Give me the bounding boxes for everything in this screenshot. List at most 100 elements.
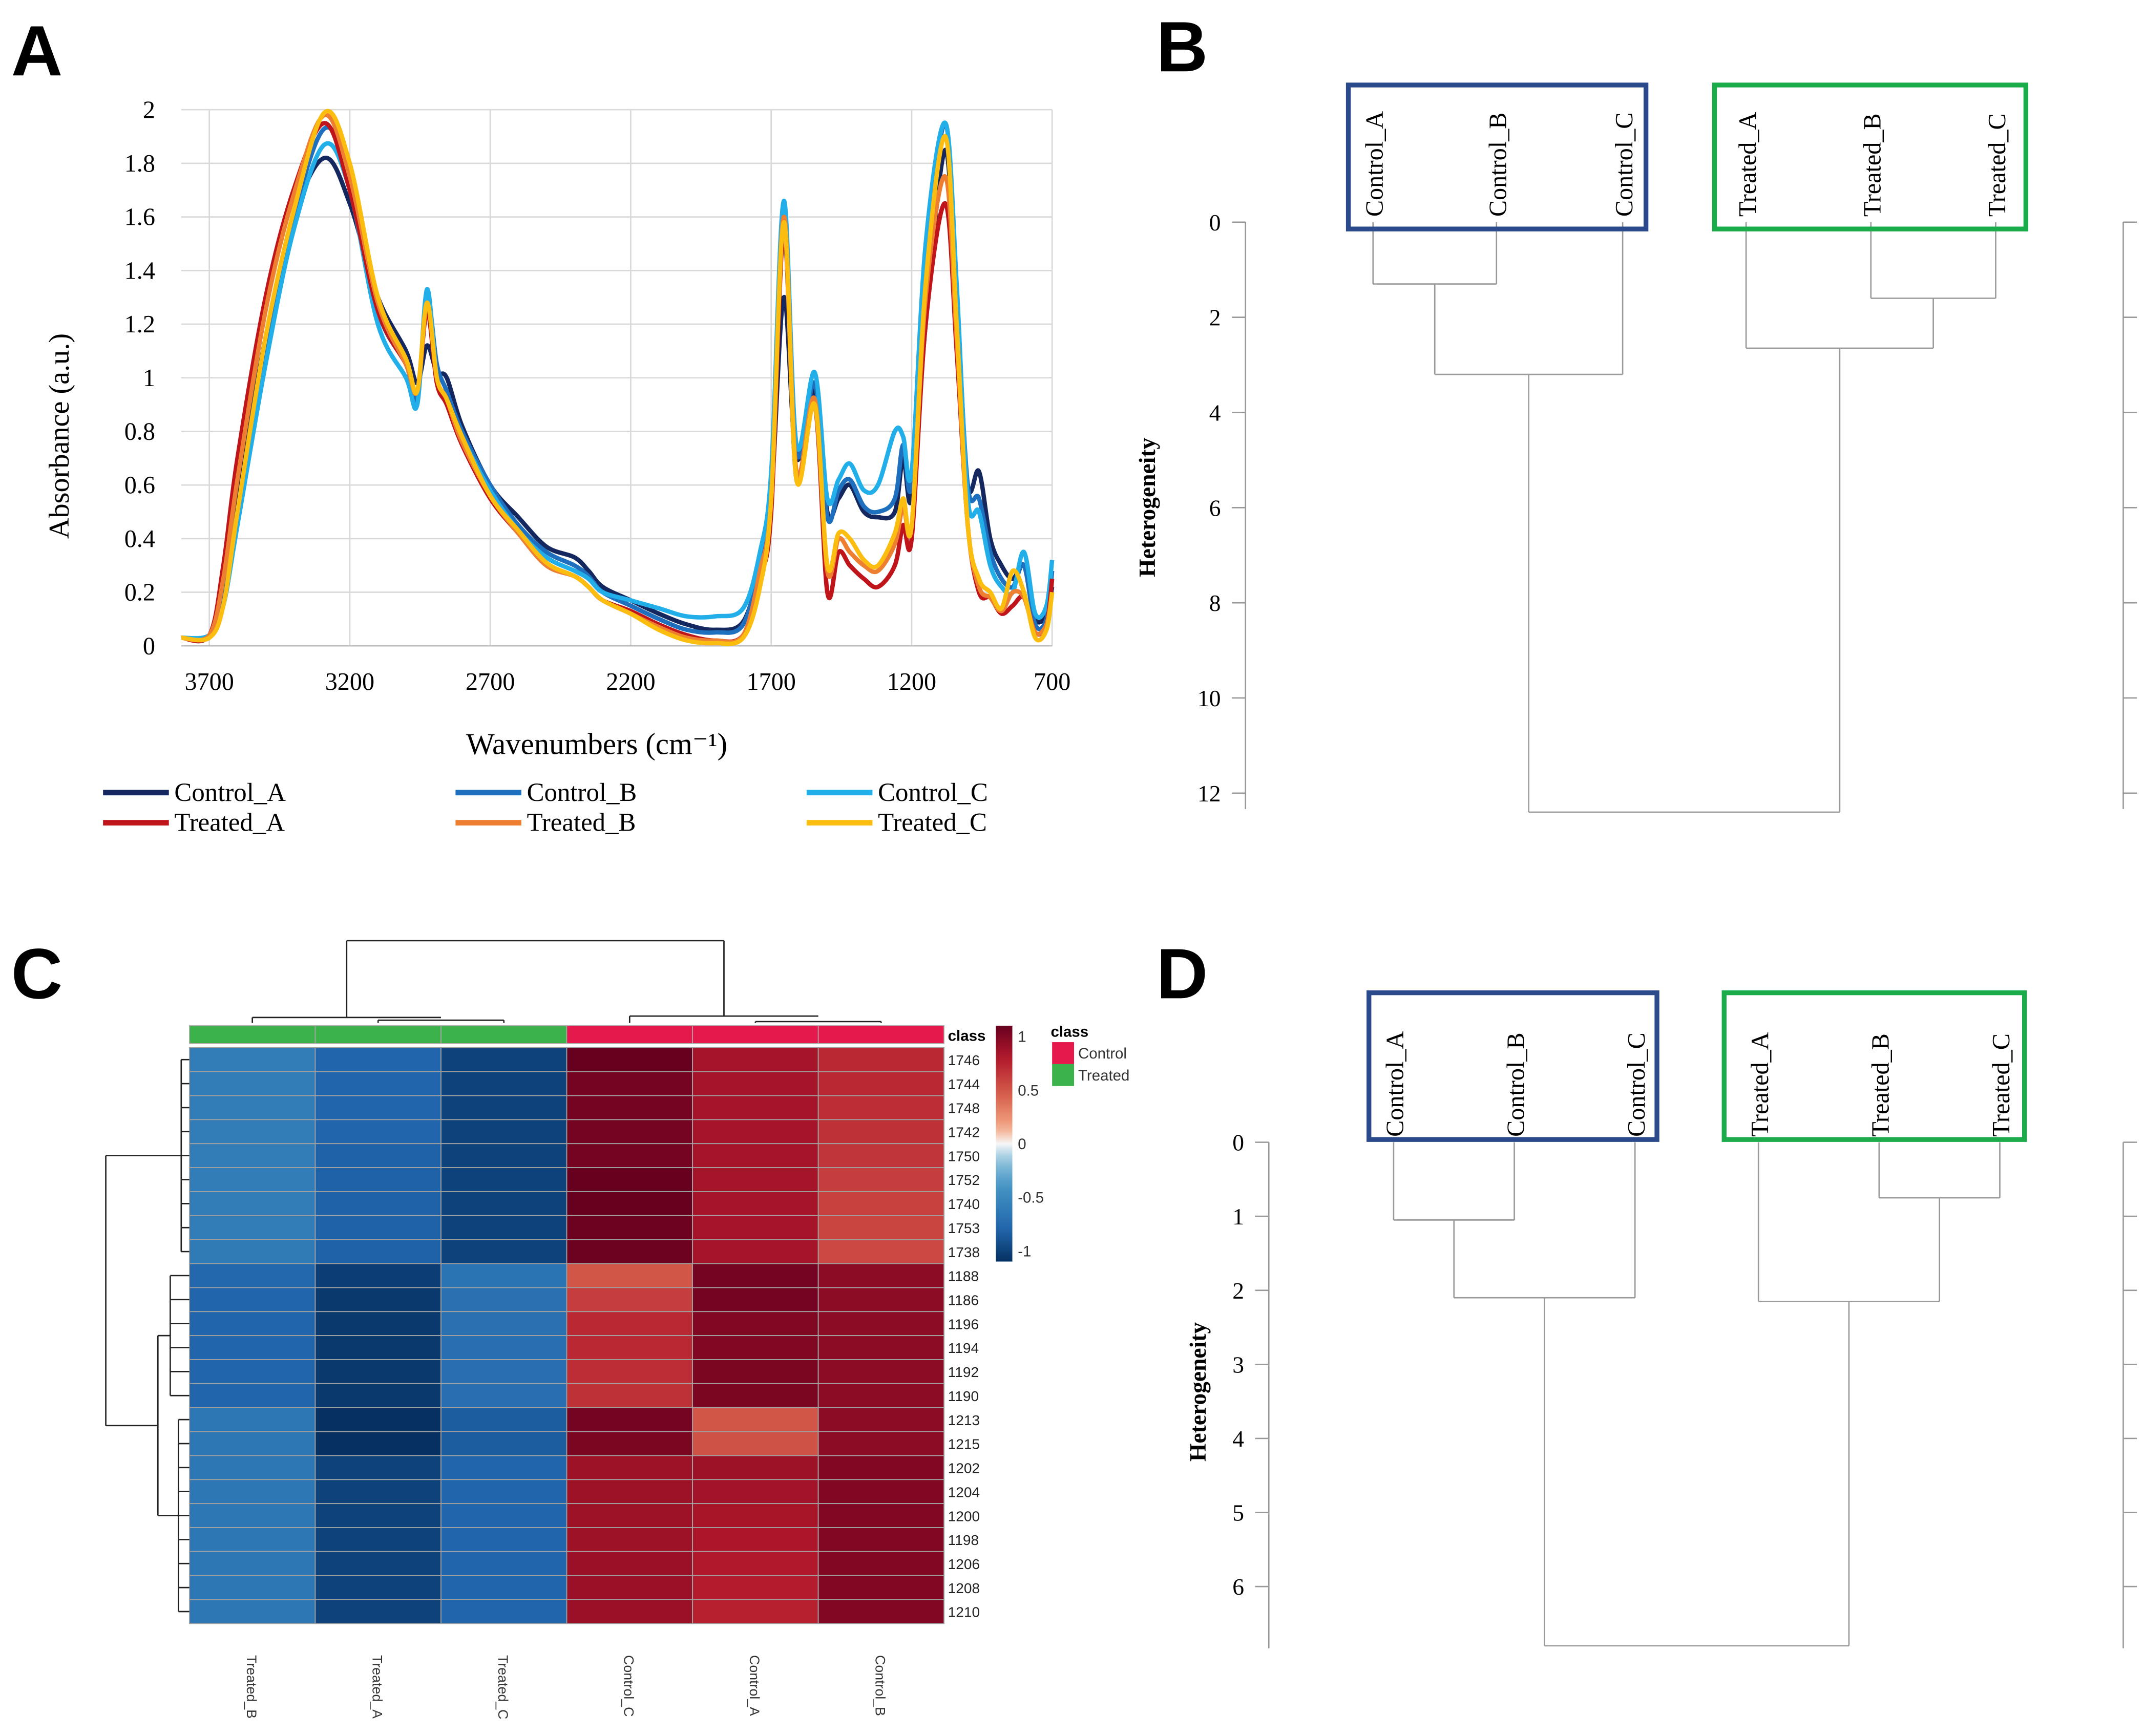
- y-axis-label: Heterogeneity: [1185, 1322, 1211, 1462]
- cluster-box-control: [1346, 82, 1649, 231]
- heatmap-cell: [566, 1167, 693, 1192]
- heatmap-cell: [817, 1527, 945, 1552]
- legend-label: Treated: [1078, 1067, 1129, 1084]
- class-bar-cell: [440, 1025, 567, 1044]
- leaf-label: Control_B: [1502, 1032, 1529, 1136]
- legend-label: Control: [1078, 1045, 1127, 1062]
- y-tick-label: 1: [1232, 1203, 1244, 1230]
- heatmap-cell: [692, 1407, 819, 1432]
- legend-title: class: [1050, 1023, 1088, 1040]
- heatmap-cell: [817, 1167, 945, 1192]
- class-bar-cell: [817, 1025, 944, 1044]
- row-label: 1190: [948, 1388, 979, 1404]
- panel-label-c: C: [11, 934, 63, 1013]
- row-label: 1192: [948, 1364, 979, 1380]
- x-tick-label: 2700: [466, 668, 515, 695]
- heatmap-cell: [566, 1095, 693, 1120]
- row-label: 1200: [948, 1508, 980, 1524]
- heatmap-cell: [817, 1143, 945, 1169]
- row-label: 1752: [948, 1172, 980, 1188]
- heatmap-cell: [314, 1311, 442, 1337]
- heatmap-cell: [692, 1287, 819, 1312]
- y-tick-label: 6: [1232, 1574, 1244, 1600]
- heatmap-cell: [188, 1167, 316, 1192]
- heatmap-cell: [188, 1359, 316, 1384]
- y-tick-label: 1.4: [124, 257, 155, 284]
- heatmap-cell: [188, 1407, 316, 1432]
- heatmap-cell: [566, 1383, 693, 1408]
- heatmap-cell: [314, 1191, 442, 1216]
- cluster-box-control: [1367, 990, 1659, 1142]
- heatmap-cell: [817, 1503, 945, 1528]
- leaf-label: Control_C: [1623, 1032, 1650, 1136]
- heatmap-cell: [566, 1119, 693, 1145]
- legend-item: Control_A: [103, 778, 286, 807]
- heatmap-cell: [817, 1455, 945, 1480]
- heatmap-cell: [314, 1119, 442, 1145]
- heatmap-cell: [314, 1287, 442, 1312]
- heatmap-cell: [817, 1047, 945, 1072]
- heatmap-cell: [440, 1215, 567, 1240]
- heatmap-cell: [188, 1575, 316, 1600]
- y-tick-label: 0.8: [124, 418, 155, 445]
- heatmap-cell: [440, 1551, 567, 1576]
- heatmap-cell: [440, 1287, 567, 1312]
- heatmap-cell: [817, 1071, 945, 1096]
- heatmap-cell: [188, 1479, 316, 1505]
- colorbar-tick-label: -1: [1018, 1243, 1031, 1260]
- heatmap-cell: [817, 1287, 945, 1312]
- x-axis-label: Wavenumbers (cm⁻¹): [466, 728, 727, 761]
- leaf-label: Treated_C: [1984, 113, 2011, 217]
- heatmap-cell: [692, 1551, 819, 1576]
- heatmap-cell: [188, 1527, 316, 1552]
- heatmap-cell: [188, 1239, 316, 1264]
- heatmap-cell: [188, 1503, 316, 1528]
- class-bar-label: class: [948, 1027, 986, 1044]
- row-label: 1744: [948, 1076, 980, 1092]
- heatmap-cell: [188, 1119, 316, 1145]
- heatmap-cell: [314, 1167, 442, 1192]
- y-axis-label: Absorbance (a.u.): [44, 333, 75, 539]
- heatmap-cell: [314, 1383, 442, 1408]
- heatmap-cell: [314, 1599, 442, 1624]
- heatmap-cell: [566, 1263, 693, 1288]
- heatmap-cell: [440, 1167, 567, 1192]
- x-tick-label: 700: [1034, 668, 1070, 695]
- colorbar-tick-label: 1: [1018, 1029, 1026, 1046]
- series-line-treated-c: [181, 109, 1055, 646]
- dendrogram-d: 0 1 2 3 4 5 6 Heterogeneity Control_A Control_B Co…: [1185, 990, 2137, 1648]
- heatmap-cell: [566, 1311, 693, 1337]
- heatmap-cell: [188, 1071, 316, 1096]
- heatmap-cell: [692, 1527, 819, 1552]
- heatmap-cell: [440, 1191, 567, 1216]
- column-label: Treated_A: [369, 1655, 385, 1719]
- y-axis-label: Heterogeneity: [1134, 437, 1160, 577]
- heatmap-cell: [566, 1407, 693, 1432]
- heatmap-cell: [692, 1383, 819, 1408]
- x-tick-label: 1700: [746, 668, 795, 695]
- heatmap-cell: [314, 1047, 442, 1072]
- heatmap-cell: [188, 1047, 316, 1072]
- leaf-label: Control_C: [1611, 113, 1638, 217]
- heatmap-cell: [817, 1215, 945, 1240]
- leaf-label: Treated_B: [1867, 1033, 1895, 1137]
- heatmap-cell: [188, 1383, 316, 1408]
- class-bar-cell: [314, 1025, 442, 1044]
- row-label: 1748: [948, 1100, 980, 1116]
- legend-label: Treated_B: [527, 809, 636, 837]
- leaf-label: Treated_A: [1734, 112, 1761, 217]
- row-label: 1215: [948, 1436, 980, 1452]
- heatmap-cell: [566, 1071, 693, 1096]
- legend-item: Treated_A: [103, 809, 285, 837]
- row-label: 1213: [948, 1412, 980, 1428]
- y-tick-label: 0: [1232, 1130, 1244, 1156]
- legend-label: Control_B: [527, 778, 637, 807]
- column-label: Control_B: [873, 1655, 888, 1716]
- heatmap-cell: [692, 1143, 819, 1169]
- row-label: 1206: [948, 1556, 980, 1572]
- y-tick-label: 0: [1209, 209, 1221, 236]
- heatmap-cell: [440, 1359, 567, 1384]
- y-tick-label: 0.4: [124, 525, 155, 553]
- heatmap-cell: [566, 1599, 693, 1624]
- heatmap-cell: [692, 1239, 819, 1264]
